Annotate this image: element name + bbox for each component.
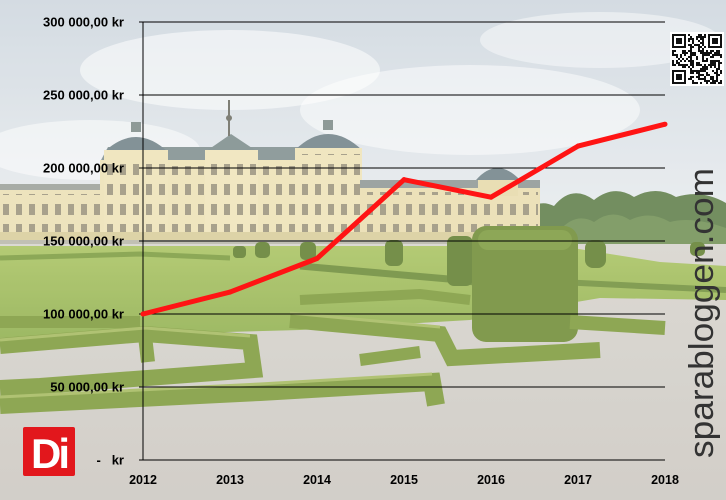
- di-logo-text: Di: [31, 430, 67, 477]
- data-point: [227, 289, 233, 295]
- y-tick-label: 200 000,00 kr: [43, 161, 124, 176]
- qr-code-icon: [670, 32, 724, 86]
- y-tick-label: 50 000,00 kr: [50, 380, 124, 395]
- di-logo-background: [23, 427, 75, 476]
- data-point: [140, 311, 146, 317]
- y-tick-label: 300 000,00 kr: [43, 15, 124, 30]
- x-tick-label: 2014: [303, 473, 331, 487]
- x-axis-tick-labels: 2012 2013 2014 2015 2016 2017 2018: [129, 473, 679, 487]
- y-tick-label: 250 000,00 kr: [43, 88, 124, 103]
- data-point: [401, 177, 407, 183]
- palace: [0, 100, 540, 246]
- x-tick-label: 2016: [477, 473, 505, 487]
- grid: [139, 21, 665, 461]
- x-tick-label: 2015: [390, 473, 418, 487]
- y-axis-tick-labels: 300 000,00 kr 250 000,00 kr 200 000,00 kr 1…: [43, 15, 124, 468]
- data-point: [314, 256, 320, 262]
- x-tick-label: 2012: [129, 473, 157, 487]
- data-point: [575, 143, 581, 149]
- x-tick-label: 2018: [651, 473, 679, 487]
- y-tick-label: 100 000,00 kr: [43, 307, 124, 322]
- x-tick-label: 2017: [564, 473, 592, 487]
- di-logo: Di: [23, 427, 75, 477]
- y-tick-label: - kr: [97, 453, 124, 468]
- x-tick-label: 2013: [216, 473, 244, 487]
- data-point: [662, 121, 668, 127]
- watermark-text: sparabloggen.com: [683, 168, 721, 458]
- series: [140, 121, 668, 317]
- y-tick-label: 150 000,00 kr: [43, 234, 124, 249]
- garden-hedges: [0, 226, 726, 414]
- data-point: [488, 194, 494, 200]
